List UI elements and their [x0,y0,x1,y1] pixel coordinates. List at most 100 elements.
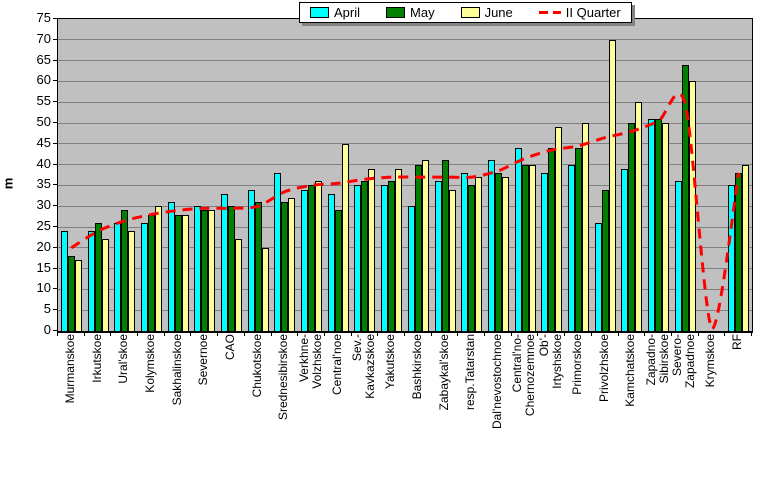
x-tick-mark [670,332,672,336]
x-tick-mark [57,332,58,336]
legend-label: May [410,5,435,20]
x-axis-label-5: Sakhalinskoe [169,334,184,406]
y-tick-mark [53,226,57,227]
x-tick-mark [724,332,726,336]
gridline [58,205,752,207]
bar-april-14 [407,206,415,331]
y-tick-mark [53,330,57,331]
bar-may-15 [441,160,449,331]
bar-april-15 [434,181,442,331]
bar-may-21 [601,189,609,331]
bar-april-22 [621,168,629,331]
y-tick-label: 0 [43,322,51,337]
x-axis-label-24: Severo- Zapadnoe [670,334,698,389]
y-tick-mark [53,184,57,186]
y-tick-label: 5 [43,301,51,317]
bar-may-5 [174,214,182,331]
bar-may-9 [281,202,289,331]
x-tick-mark [83,332,85,336]
x-tick-mark [243,332,245,336]
x-axis-label-22: Kamchatskoe [623,334,638,407]
y-tick-mark [53,309,57,311]
x-axis-label-26: RF [730,334,745,350]
bar-may-14 [414,164,422,331]
y-tick-label: 10 [36,280,51,296]
bar-june-10 [315,181,323,331]
bar-april-16 [461,172,469,331]
x-tick-mark [137,332,139,336]
bar-june-2 [101,239,109,331]
bar-june-23 [662,123,670,331]
bar-april-1 [60,231,68,331]
quarter-line-series [70,92,741,331]
y-tick-label: 45 [36,134,51,150]
x-axis-label-4: Kolymskoe [142,334,157,393]
x-tick-mark [297,332,299,336]
x-tick-mark [617,332,619,336]
bar-may-22 [628,123,636,331]
y-tick-label: 75 [36,10,51,25]
x-axis-label-2: Irkutskoe [89,334,104,383]
gridline [58,288,752,290]
x-tick-mark [751,332,752,336]
bar-may-1 [67,256,75,331]
y-tick-label: 15 [36,259,51,275]
bar-june-14 [421,160,429,331]
x-axis-label-14: Bashkirskoe [409,334,424,400]
bar-april-18 [514,147,522,331]
y-tick-mark [53,288,57,290]
x-axis-label-7: CAO [223,334,237,361]
x-tick-mark [270,332,272,336]
legend-dash-icon [538,11,561,14]
x-tick-mark [404,332,405,336]
legend-item-june: June [460,5,513,20]
x-axis-label-20: Primorskoe [570,334,584,395]
x-tick-mark [484,332,486,336]
x-axis-label-8: Chukotskoe [249,334,264,398]
bar-may-3 [121,210,129,331]
x-tick-mark [323,332,325,336]
x-axis-label-12: Sev.- Kavkazskoe [349,334,377,399]
gridline [58,247,752,249]
x-axis-label-17: Dal'nevostochnoe [489,334,504,430]
bar-june-24 [688,81,696,331]
bar-june-19 [555,127,563,331]
bar-april-12 [354,185,362,331]
legend-item-ii-quarter: II Quarter [538,5,621,20]
bar-april-13 [381,185,389,331]
bar-june-22 [635,102,643,331]
gridline [58,39,752,41]
bar-may-24 [681,64,689,331]
bar-june-6 [208,210,216,331]
x-axis-label-19: Ob'- Irtyshskoe [536,334,564,389]
x-axis-label-23: Zapadno- Sibirskoe [643,334,671,386]
y-tick-mark [53,18,57,19]
gridline [58,268,752,270]
x-tick-mark [350,332,352,336]
x-axis-label-13: Yakutskoe [383,334,398,390]
y-tick-label: 65 [36,51,51,67]
bar-june-4 [154,206,162,331]
legend-swatch-icon [310,7,329,18]
y-tick-mark [53,38,57,40]
x-axis-label-15: Zabaykal'skoe [436,334,451,411]
legend-label: April [334,5,361,20]
y-tick-mark [53,246,57,248]
bar-june-26 [742,164,750,331]
x-axis-label-16: resp.Tatarstan [463,334,478,411]
bar-june-21 [608,39,616,331]
bar-june-18 [528,164,536,331]
gridline [58,80,752,82]
y-tick-mark [53,101,57,103]
gridline [58,122,752,124]
x-tick-mark [644,332,646,336]
bar-may-13 [388,181,396,331]
x-axis-label-3: Ural'skoe [116,334,131,384]
y-tick-label: 35 [36,176,51,192]
y-tick-label: 60 [36,72,51,88]
legend-label: II Quarter [565,5,621,20]
bar-may-2 [94,222,102,331]
bar-may-20 [575,147,582,331]
gridline [58,60,752,62]
x-axis-label-9: Srednesibirskoe [276,334,291,421]
